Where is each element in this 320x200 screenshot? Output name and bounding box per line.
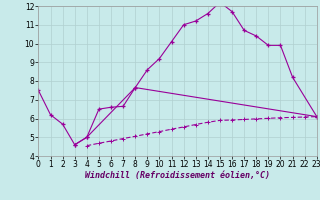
X-axis label: Windchill (Refroidissement éolien,°C): Windchill (Refroidissement éolien,°C): [85, 171, 270, 180]
